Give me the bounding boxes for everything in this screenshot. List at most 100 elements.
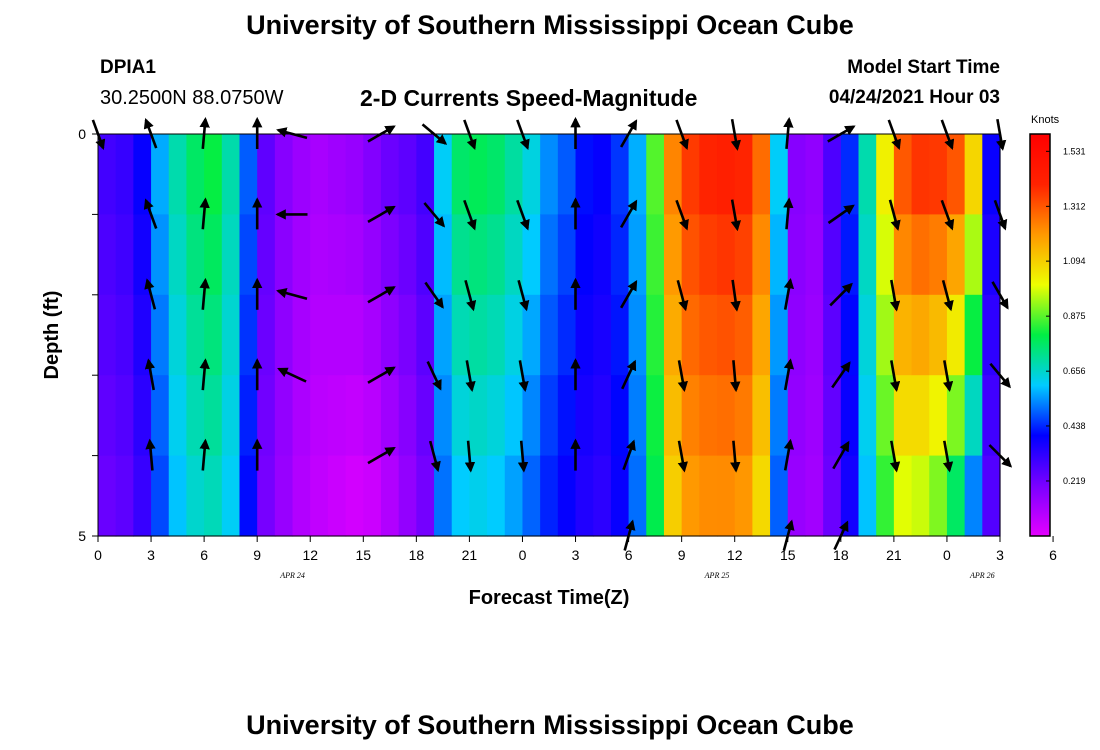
heat-cell bbox=[257, 134, 276, 215]
heat-cell bbox=[487, 455, 506, 537]
heat-cell bbox=[168, 455, 188, 537]
x-tick-label: 21 bbox=[462, 547, 478, 563]
heat-cell bbox=[363, 214, 382, 296]
current-vector bbox=[888, 199, 901, 231]
current-vector bbox=[367, 366, 396, 384]
heat-cell bbox=[504, 294, 524, 376]
heat-cell bbox=[540, 294, 559, 376]
heat-cell bbox=[186, 134, 205, 215]
heat-cell bbox=[929, 134, 948, 215]
heat-cell bbox=[186, 455, 205, 537]
station-coordinates: 30.2500N 88.0750W bbox=[100, 87, 284, 109]
heat-cell bbox=[646, 214, 665, 296]
current-vector bbox=[829, 282, 853, 307]
colorbar-tick-label: 1.094 bbox=[1063, 256, 1086, 266]
x-tick-label: 15 bbox=[356, 547, 372, 563]
heat-cell bbox=[345, 214, 364, 296]
x-tick-label: 12 bbox=[727, 547, 743, 563]
heat-cell bbox=[416, 375, 435, 457]
current-vector bbox=[730, 279, 741, 312]
heat-cell bbox=[663, 214, 683, 296]
heat-cell bbox=[274, 134, 294, 215]
heat-cell bbox=[115, 214, 134, 296]
heat-cell bbox=[893, 375, 913, 457]
current-vector bbox=[730, 440, 741, 473]
heat-cell bbox=[893, 214, 913, 296]
heat-cell bbox=[310, 294, 329, 376]
heat-cell bbox=[911, 375, 930, 457]
heat-cell bbox=[840, 214, 860, 296]
heat-cell bbox=[893, 134, 913, 215]
heat-cell bbox=[398, 455, 417, 537]
heat-cell bbox=[345, 134, 364, 215]
heat-cell bbox=[168, 134, 188, 215]
heat-cell bbox=[699, 375, 718, 457]
heat-cell bbox=[946, 214, 966, 296]
heat-cell bbox=[204, 455, 223, 537]
heat-cell bbox=[434, 455, 453, 537]
heat-cell bbox=[416, 455, 435, 537]
heat-cell bbox=[257, 214, 276, 296]
heat-cell bbox=[593, 375, 612, 457]
heat-cell bbox=[628, 455, 647, 537]
x-tick-label: 18 bbox=[833, 547, 849, 563]
heat-cell bbox=[451, 375, 471, 457]
heat-cell bbox=[610, 455, 630, 537]
heat-cell bbox=[787, 294, 807, 376]
heat-cell bbox=[327, 134, 347, 215]
current-vector bbox=[889, 440, 901, 473]
heat-cell bbox=[734, 455, 753, 537]
heat-cell bbox=[982, 375, 1001, 457]
heat-cell bbox=[204, 214, 223, 296]
heat-cell bbox=[380, 294, 400, 376]
heat-cell bbox=[487, 294, 506, 376]
heat-cell bbox=[840, 294, 860, 376]
current-vector bbox=[518, 360, 529, 393]
footer-title: University of Southern Mississippi Ocean… bbox=[246, 710, 854, 740]
heat-cell bbox=[752, 455, 771, 537]
heat-cell bbox=[823, 214, 842, 296]
heat-cell bbox=[398, 214, 417, 296]
current-vector bbox=[144, 358, 156, 391]
current-vector bbox=[622, 439, 636, 471]
heat-cell bbox=[274, 375, 294, 457]
heat-cell bbox=[239, 375, 258, 457]
heat-cell bbox=[876, 134, 895, 215]
heat-cell bbox=[681, 455, 700, 537]
heat-cell bbox=[840, 134, 860, 215]
heat-cell bbox=[133, 375, 152, 457]
heat-cell bbox=[168, 214, 188, 296]
heat-cell bbox=[380, 134, 400, 215]
heat-cell bbox=[98, 134, 117, 215]
heat-cell bbox=[681, 214, 700, 296]
current-vector bbox=[423, 202, 446, 228]
heat-cell bbox=[451, 294, 471, 376]
heat-cell bbox=[540, 214, 559, 296]
station-id: DPIA1 bbox=[100, 57, 156, 78]
heat-cell bbox=[734, 294, 753, 376]
heat-cell bbox=[964, 375, 983, 457]
current-vector bbox=[516, 199, 530, 231]
heat-cell bbox=[380, 455, 400, 537]
heat-cell bbox=[168, 294, 188, 376]
x-tick-label: 6 bbox=[200, 547, 208, 563]
heat-cell bbox=[469, 214, 488, 296]
heat-cell bbox=[292, 134, 311, 215]
heat-cell bbox=[557, 214, 577, 296]
heat-cell bbox=[770, 375, 789, 457]
current-vector bbox=[619, 199, 638, 229]
heat-cell bbox=[363, 134, 382, 215]
heat-cell bbox=[221, 375, 241, 457]
heat-cell bbox=[575, 455, 594, 537]
heat-cell bbox=[239, 455, 258, 537]
heat-cell bbox=[610, 294, 630, 376]
current-vector bbox=[517, 440, 529, 473]
heat-cell bbox=[434, 294, 453, 376]
plot-frame bbox=[97, 133, 1001, 537]
heat-cell bbox=[717, 375, 736, 457]
heat-cell bbox=[805, 134, 824, 215]
heat-cell bbox=[151, 214, 170, 296]
heat-cell bbox=[593, 294, 612, 376]
heat-cell bbox=[363, 294, 382, 376]
